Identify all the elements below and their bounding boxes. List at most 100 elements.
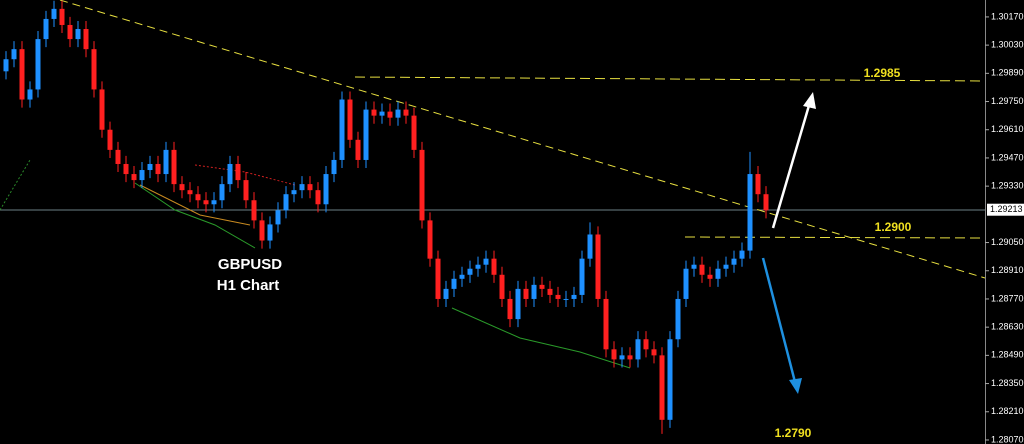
y-tick-label: 1.28070 xyxy=(991,434,1024,444)
support-line xyxy=(684,236,986,239)
candle-body xyxy=(43,18,49,40)
y-tick-label: 1.30030 xyxy=(991,40,1024,50)
candle-body xyxy=(115,149,121,164)
trend-line xyxy=(59,0,986,279)
candle-body xyxy=(147,163,153,171)
candle-body xyxy=(675,298,681,340)
y-tick-label: 1.29330 xyxy=(991,181,1024,191)
candle-body xyxy=(579,258,585,295)
candle-body xyxy=(283,194,289,211)
candle-body xyxy=(19,49,25,100)
y-tick-label: 1.29750 xyxy=(991,96,1024,106)
down-arrow xyxy=(761,257,797,383)
candle-body xyxy=(563,298,569,300)
candle-body xyxy=(275,210,281,225)
candle-body xyxy=(203,200,209,205)
candle-body xyxy=(699,264,705,275)
candle-body xyxy=(187,190,193,195)
candle-body xyxy=(235,163,241,181)
resistance-line xyxy=(354,76,986,82)
candle-body xyxy=(27,89,33,100)
candle-body xyxy=(99,89,105,130)
y-tick-label: 1.29470 xyxy=(991,152,1024,162)
candle-body xyxy=(355,139,361,160)
candle-body xyxy=(555,294,561,299)
candle-body xyxy=(755,174,761,195)
candle-body xyxy=(747,174,753,251)
candle-body xyxy=(763,194,769,211)
candle-body xyxy=(619,355,625,360)
up-arrow xyxy=(771,101,812,229)
candle-body xyxy=(51,8,57,19)
candle-body xyxy=(131,174,137,181)
annotation: H1 Chart xyxy=(217,277,280,294)
y-tick-label: 1.28910 xyxy=(991,265,1024,275)
candle-body xyxy=(251,200,257,221)
candle-body xyxy=(715,268,721,279)
y-tick-label: 1.30170 xyxy=(991,11,1024,21)
candle-body xyxy=(547,288,553,295)
candle-body xyxy=(155,163,161,175)
candle-body xyxy=(707,274,713,279)
candle-body xyxy=(3,59,9,72)
candle-body xyxy=(339,99,345,160)
candle-body xyxy=(211,200,217,205)
last-price-box xyxy=(987,203,1024,216)
last-price-label: 1.29213 xyxy=(990,204,1023,214)
candle-body xyxy=(627,355,633,360)
candle-body xyxy=(739,250,745,259)
candle-body xyxy=(475,264,481,269)
candle-body xyxy=(83,29,89,50)
candle-body xyxy=(307,184,313,191)
candle-body xyxy=(611,349,617,360)
candle-body xyxy=(459,274,465,279)
indicator-line xyxy=(0,159,31,211)
annotation: 1.2985 xyxy=(864,66,901,80)
y-tick-label: 1.29050 xyxy=(991,237,1024,247)
annotation: 1.2900 xyxy=(875,220,912,234)
candle-body xyxy=(499,274,505,299)
candle-body xyxy=(651,349,657,356)
y-tick-label: 1.29890 xyxy=(991,68,1024,78)
candle-body xyxy=(379,111,385,116)
candle-body xyxy=(347,99,353,140)
candle-body xyxy=(427,220,433,259)
candle-body xyxy=(467,268,473,275)
candle-body xyxy=(227,163,233,185)
candle-body xyxy=(299,184,305,191)
candle-body xyxy=(731,258,737,265)
candle-body xyxy=(75,29,81,40)
indicator-line xyxy=(194,164,296,186)
drawings xyxy=(0,0,986,394)
candle-body xyxy=(259,220,265,241)
y-tick-label: 1.29610 xyxy=(991,124,1024,134)
annotation: 1.2790 xyxy=(775,426,812,440)
candle-body xyxy=(11,49,17,60)
candle-body xyxy=(387,111,393,118)
candle-body xyxy=(411,115,417,150)
y-tick-label: 1.28770 xyxy=(991,293,1024,303)
candle-body xyxy=(595,234,601,299)
candle-body xyxy=(123,163,129,175)
candle-body xyxy=(659,355,665,420)
indicator-line xyxy=(451,307,631,369)
candle-body xyxy=(691,264,697,269)
candle-body xyxy=(667,339,673,420)
candle-body xyxy=(243,180,249,201)
candle-body xyxy=(683,268,689,299)
candle-body xyxy=(67,24,73,40)
candle-body xyxy=(163,149,169,175)
candle-body xyxy=(139,170,145,181)
candle-body xyxy=(539,284,545,289)
y-tick-label: 1.28630 xyxy=(991,322,1024,332)
candle-body xyxy=(491,258,497,275)
candle-body xyxy=(291,190,297,195)
up-arrow-head xyxy=(803,92,816,109)
candle-body xyxy=(603,298,609,350)
candle-body xyxy=(571,294,577,299)
candle-body xyxy=(435,258,441,299)
indicator-line xyxy=(139,184,251,226)
candle-body xyxy=(179,184,185,191)
